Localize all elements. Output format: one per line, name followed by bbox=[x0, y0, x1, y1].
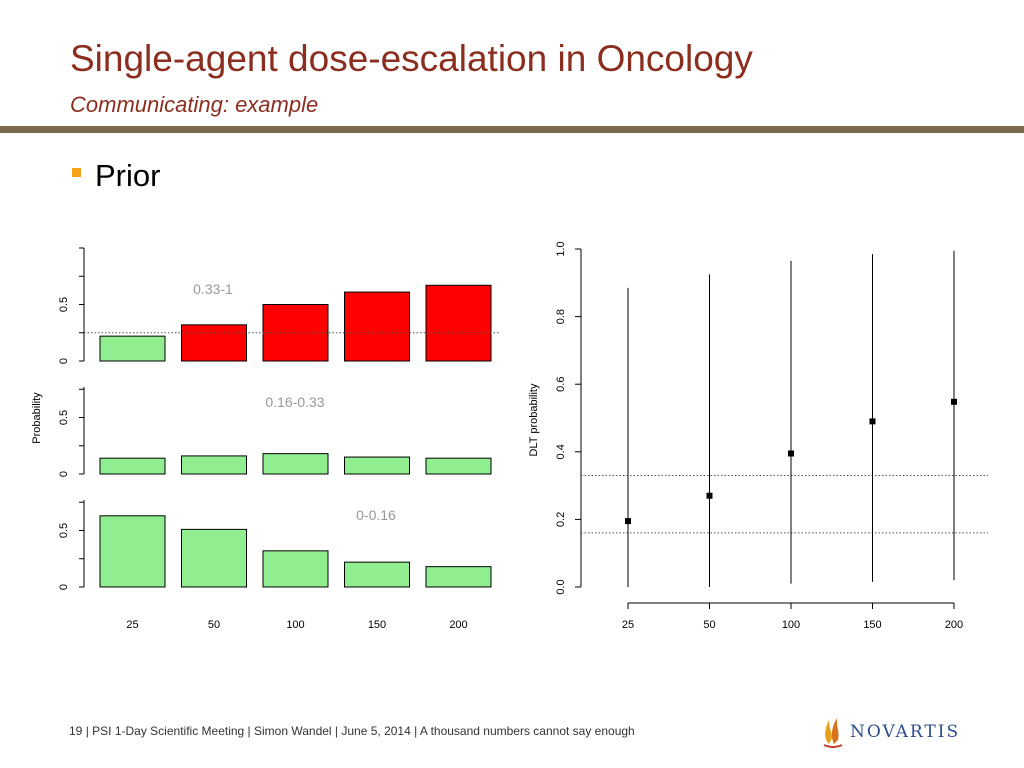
y-tick-label: 0.4 bbox=[555, 444, 567, 459]
data-point bbox=[788, 450, 794, 457]
y-tick-label: 0.8 bbox=[555, 309, 567, 324]
x-tick-label: 150 bbox=[368, 619, 386, 631]
y-tick-label: 0 bbox=[58, 358, 70, 364]
bar bbox=[344, 291, 410, 362]
slide-subtitle: Communicating: example bbox=[70, 92, 319, 117]
y-tick-label: 0.5 bbox=[58, 297, 70, 312]
bar bbox=[181, 324, 247, 362]
footer: 19 | PSI 1-Day Scientific Meeting | Simo… bbox=[69, 724, 635, 738]
header-divider bbox=[0, 126, 1024, 133]
bar bbox=[344, 561, 410, 588]
x-tick-label: 25 bbox=[126, 619, 138, 631]
y-tick-label: 0 bbox=[58, 584, 70, 590]
novartis-logo: NOVARTIS bbox=[820, 714, 960, 748]
y-tick-label: 0.0 bbox=[555, 579, 567, 594]
bar bbox=[262, 453, 329, 475]
x-tick-label: 50 bbox=[703, 619, 715, 631]
footer-text: | PSI 1-Day Scientific Meeting | Simon W… bbox=[85, 724, 635, 738]
bar bbox=[425, 457, 492, 475]
page-number: 19 bbox=[69, 724, 83, 738]
x-tick-label: 200 bbox=[945, 619, 963, 631]
data-point bbox=[951, 398, 957, 405]
y-tick-label: 0 bbox=[58, 471, 70, 477]
panel-label: 0.33-1 bbox=[193, 281, 233, 297]
panel-label: 0-0.16 bbox=[356, 507, 396, 523]
x-tick-label: 100 bbox=[782, 619, 800, 631]
data-point bbox=[706, 492, 713, 499]
bar bbox=[181, 455, 247, 475]
data-point bbox=[625, 518, 631, 525]
x-tick-label: 150 bbox=[863, 619, 881, 631]
y-axis-label: Probability bbox=[31, 392, 43, 444]
bullet-text: Prior bbox=[95, 158, 161, 193]
y-axis-label: DLT probability bbox=[528, 383, 540, 456]
bar bbox=[99, 457, 166, 475]
bar bbox=[425, 566, 492, 588]
panel-label: 0.16-0.33 bbox=[265, 394, 324, 410]
y-tick-label: 0.5 bbox=[58, 410, 70, 425]
x-tick-label: 25 bbox=[622, 619, 634, 631]
bar bbox=[262, 550, 329, 588]
data-point bbox=[869, 418, 876, 425]
bar bbox=[99, 515, 166, 588]
x-tick-label: 200 bbox=[449, 619, 467, 631]
novartis-wordmark: NOVARTIS bbox=[850, 722, 961, 742]
bar bbox=[344, 456, 410, 475]
bullet-square-icon bbox=[72, 168, 81, 177]
bar bbox=[181, 528, 247, 588]
y-tick-label: 0.5 bbox=[58, 523, 70, 538]
bar bbox=[425, 284, 492, 362]
y-tick-label: 0.2 bbox=[555, 512, 567, 527]
x-tick-label: 50 bbox=[208, 619, 220, 631]
bar bbox=[99, 335, 166, 362]
novartis-flame-icon bbox=[823, 718, 843, 748]
x-tick-label: 100 bbox=[286, 619, 304, 631]
y-tick-label: 0.6 bbox=[555, 377, 567, 392]
y-tick-label: 1.0 bbox=[555, 241, 567, 256]
slide-title: Single-agent dose-escalation in Oncology bbox=[70, 38, 753, 79]
